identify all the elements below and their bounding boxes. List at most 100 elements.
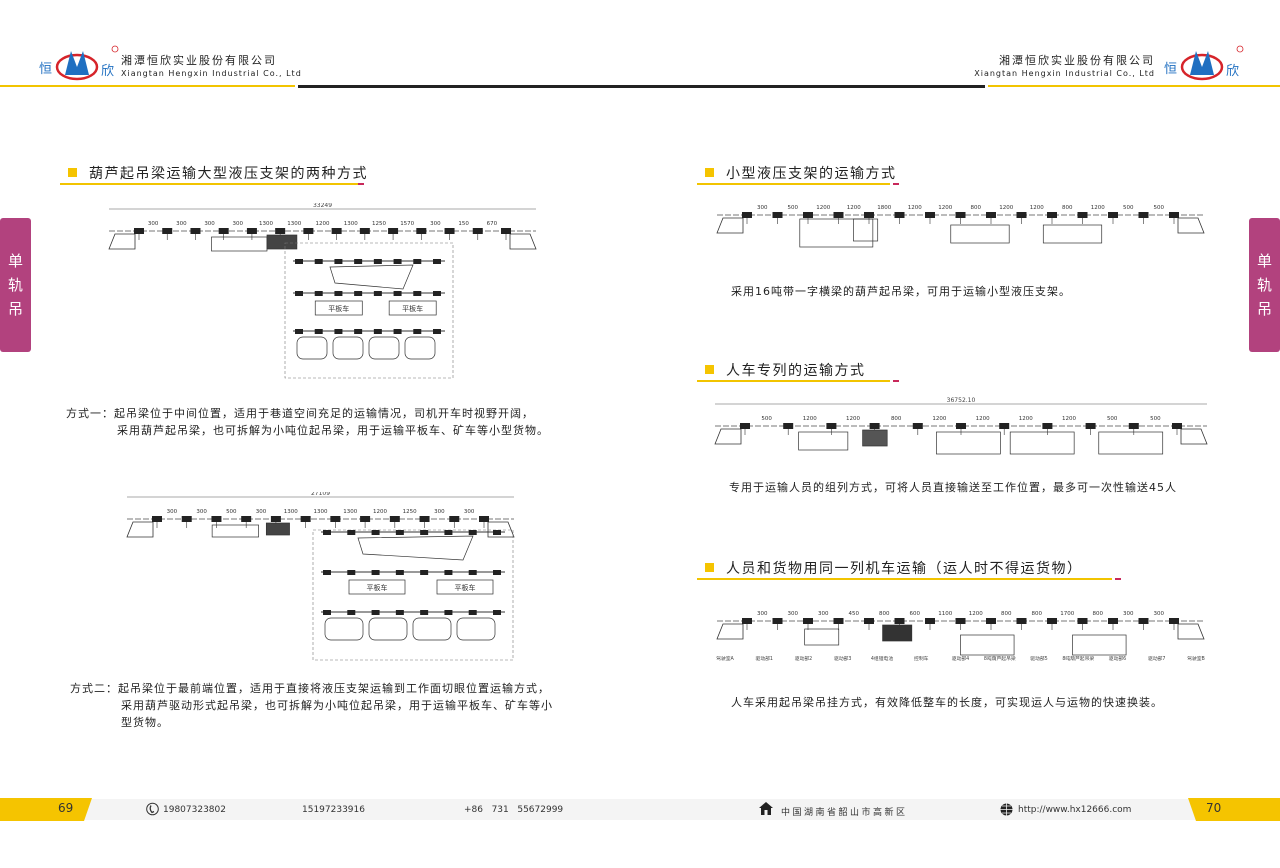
bogie (395, 610, 404, 615)
dimension-label: 1200 (816, 205, 830, 211)
bogie (413, 329, 422, 334)
bullet-square-icon (705, 168, 714, 177)
carriage (265, 522, 290, 536)
address: 中国湖南省韶山市高新区 (781, 808, 908, 818)
bogie (334, 329, 343, 334)
title-underline (60, 183, 358, 185)
carriage (862, 429, 888, 447)
drive-bogie (955, 618, 966, 624)
dimension-label: 1300 (284, 509, 298, 515)
total-dimension: 36752.10 (947, 397, 976, 404)
diagram-method-two: 27109 300 300 500 300 1300 1300 1300 1200 1250 300… (126, 492, 515, 661)
dimension-label: 1700 (1060, 611, 1074, 617)
dimension-label: 500 (226, 509, 237, 515)
drive-bogie (742, 212, 752, 218)
drive-bogie (986, 618, 996, 624)
drive-bogie (1169, 618, 1179, 624)
bogie (395, 530, 404, 535)
drive-bogie (925, 618, 935, 624)
svg-text:欣: 欣 (1226, 64, 1239, 79)
bogie (413, 291, 422, 296)
flatcar-label: 平板车 (455, 583, 476, 592)
bogie (433, 329, 441, 334)
drive-bogie (956, 423, 966, 429)
dimension-label: 1100 (938, 611, 952, 617)
dimension-label: 1250 (372, 221, 386, 227)
dimension-label: 1300 (287, 221, 301, 227)
bogie (295, 329, 303, 334)
dimension-label: 1300 (344, 221, 358, 227)
bogie (354, 259, 363, 264)
dimension-label: 300 (788, 611, 799, 617)
drive-bogie (864, 212, 874, 218)
bogie (395, 570, 404, 575)
drive-bogie (211, 516, 222, 522)
unit-label: 8吨葫芦起吊梁 (984, 655, 1016, 662)
drive-bogie (1169, 212, 1179, 218)
dimension-label: 300 (233, 221, 244, 227)
bogie (444, 570, 453, 575)
drive-bogie (501, 228, 511, 234)
header-rule-yellow-left (0, 85, 295, 87)
drive-bogie (783, 423, 794, 429)
dimension-label: 300 (204, 221, 215, 227)
driver-cab (108, 233, 136, 250)
title-underline-tick (358, 183, 364, 185)
drive-bogie (894, 618, 905, 624)
method-two-text: 方式二：起吊梁位于最前端位置，适用于直接将液压支架运输到工作面切眼位置运输方式，… (70, 682, 553, 729)
unit-label: 驱动部5 (1030, 655, 1047, 662)
driver-cab (1180, 428, 1208, 445)
website-link[interactable]: http://www.hx12666.com (1018, 805, 1132, 815)
bogie (323, 530, 331, 535)
side-tab-left: 单轨吊 (0, 218, 31, 352)
carriage (1072, 634, 1127, 656)
bogie (295, 291, 303, 296)
bogie (354, 329, 363, 334)
unit-label: 驱动部6 (1109, 655, 1126, 662)
carriage (960, 634, 1015, 656)
dimension-label: 1200 (938, 205, 952, 211)
drive-bogie (444, 228, 455, 234)
drive-bogie (331, 228, 342, 234)
bogie (468, 530, 477, 535)
carriage (798, 431, 849, 451)
bogie (468, 570, 477, 575)
dimension-label: 300 (196, 509, 207, 515)
dimension-label: 670 (487, 221, 498, 227)
drive-bogie (218, 228, 229, 234)
carriage (1042, 224, 1103, 244)
drive-bogie (1016, 618, 1027, 624)
bogie (354, 291, 363, 296)
bogie (347, 610, 356, 615)
page-number-tab-right (1188, 798, 1280, 821)
globe-icon (1000, 803, 1013, 816)
mine-car (404, 336, 436, 360)
drive-bogie (416, 228, 427, 234)
dimension-label: 800 (1093, 611, 1104, 617)
bogie (493, 530, 501, 535)
dimension-label: 500 (1107, 416, 1118, 422)
dimension-label: 800 (879, 611, 890, 617)
dimension-label: 300 (434, 509, 445, 515)
dimension-label: 450 (849, 611, 860, 617)
svg-text:恒: 恒 (1164, 62, 1177, 77)
driver-cab (126, 521, 154, 538)
dimension-label: 800 (971, 205, 982, 211)
mine-car (296, 336, 328, 360)
drive-bogie (869, 423, 880, 429)
bogie (373, 291, 382, 296)
bogie (295, 259, 303, 264)
bogie (347, 570, 356, 575)
bogie (371, 530, 380, 535)
drive-bogie (826, 423, 837, 429)
dimension-label: 1200 (1030, 205, 1044, 211)
dimension-label: 1200 (1019, 416, 1033, 422)
page-number-tab-left (0, 798, 92, 821)
drive-bogie (275, 228, 286, 234)
mine-car (332, 336, 364, 360)
drive-bogie (803, 212, 813, 218)
driver-cab (1177, 217, 1205, 234)
dimension-label: 600 (910, 611, 921, 617)
bogie (323, 610, 331, 615)
driver-cab (716, 623, 744, 640)
